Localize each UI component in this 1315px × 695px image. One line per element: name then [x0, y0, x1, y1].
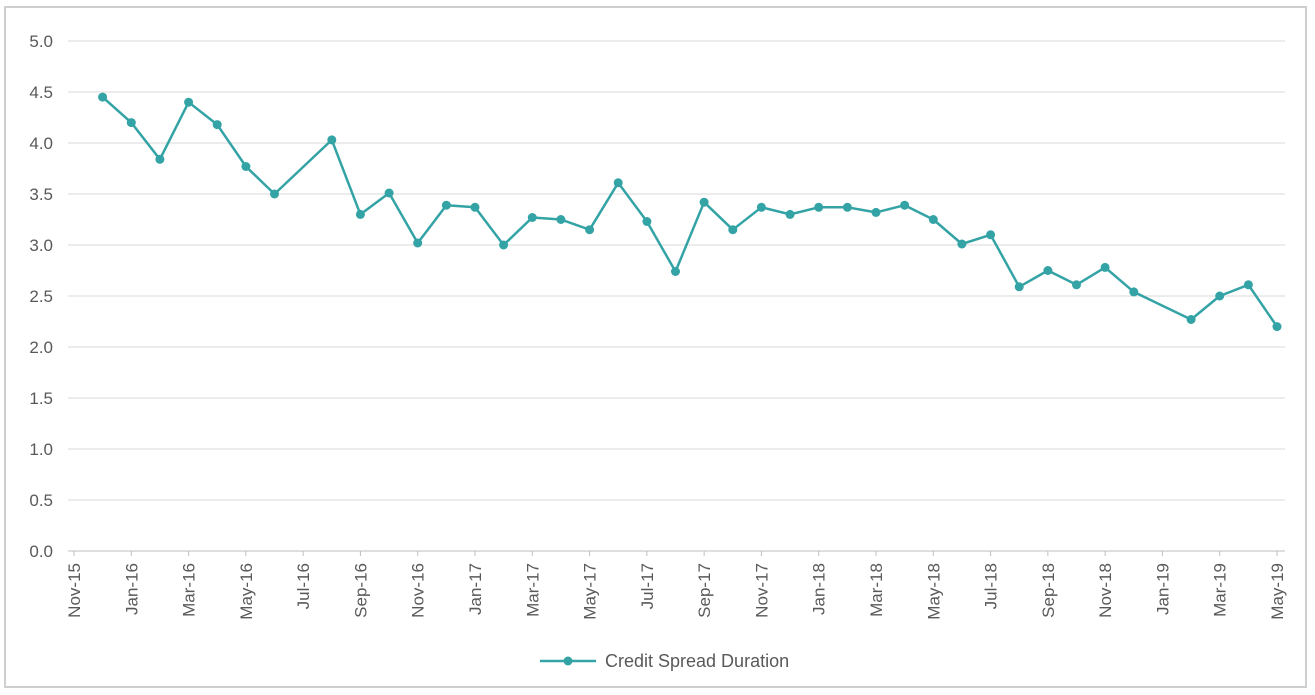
data-point [1215, 291, 1225, 301]
x-tick-label: May-16 [237, 563, 256, 620]
data-point [1272, 322, 1282, 332]
data-point [871, 207, 881, 217]
data-point [671, 267, 680, 276]
x-tick-label: Sep-16 [351, 563, 370, 618]
data-point [327, 135, 337, 145]
y-tick-label: 3.0 [29, 236, 53, 255]
data-point [928, 215, 938, 224]
data-point [1243, 280, 1253, 290]
data-point [900, 200, 910, 210]
data-point [270, 189, 279, 199]
data-point [241, 162, 251, 171]
x-tick-label: Nov-17 [752, 563, 771, 618]
x-tick-label: Mar-18 [867, 563, 886, 617]
data-point [957, 239, 967, 249]
data-point [212, 120, 222, 130]
y-tick-label: 4.0 [29, 134, 53, 153]
data-point [814, 202, 824, 212]
x-tick-label: Jan-18 [810, 563, 829, 615]
legend-label: Credit Spread Duration [605, 651, 789, 671]
y-tick-label: 5.0 [29, 32, 53, 51]
x-tick-label: Jan-17 [466, 563, 485, 615]
data-point [126, 118, 136, 128]
x-tick-label: Mar-16 [180, 563, 199, 617]
legend-marker-swatch [563, 656, 573, 666]
data-point [470, 202, 480, 212]
y-tick-label: 4.5 [29, 83, 53, 102]
data-point [842, 202, 852, 212]
data-point [184, 97, 194, 107]
y-tick-label: 1.0 [29, 440, 53, 459]
x-tick-label: Mar-19 [1211, 563, 1230, 617]
data-point [98, 92, 108, 102]
x-tick-label: Mar-17 [523, 563, 542, 617]
y-tick-label: 1.5 [29, 389, 53, 408]
x-tick-label: Jul-17 [638, 563, 657, 609]
x-tick-label: May-19 [1268, 563, 1287, 620]
x-tick-label: Jan-16 [122, 563, 141, 615]
x-tick-label: Nov-15 [65, 563, 84, 618]
y-tick-label: 3.5 [29, 185, 53, 204]
data-point [155, 154, 165, 164]
x-tick-label: Nov-18 [1096, 563, 1115, 618]
data-point [986, 230, 996, 240]
x-tick-label: Sep-17 [695, 563, 714, 618]
x-tick-label: May-18 [924, 563, 943, 620]
series-line [101, 96, 1279, 328]
y-tick-label: 0.5 [29, 491, 53, 510]
data-point [585, 225, 595, 235]
x-tick-label: Jul-18 [982, 563, 1001, 609]
data-point [699, 197, 709, 207]
x-axis-tick-labels: Nov-15 Jan-16 Mar-16 May-16 Jul-16 Sep-16 Nov-… [65, 551, 1287, 620]
data-point [1186, 315, 1196, 324]
data-point [1043, 266, 1053, 275]
x-tick-label: May-17 [581, 563, 600, 620]
data-point [1100, 262, 1110, 272]
data-point [785, 209, 795, 219]
y-axis-tick-labels: 0.0 0.5 1.0 1.5 2.0 2.5 3.0 3.5 4.0 4.5 5.0 [29, 32, 53, 561]
data-point [613, 178, 623, 188]
data-point [756, 202, 766, 212]
data-point [642, 217, 652, 226]
x-tick-label: Jul-16 [294, 563, 313, 609]
y-tick-label: 0.0 [29, 542, 53, 561]
legend: Credit Spread Duration [540, 651, 789, 671]
data-point [556, 215, 566, 224]
data-point [384, 188, 394, 198]
x-tick-label: Jan-19 [1153, 563, 1172, 615]
data-point [355, 209, 365, 219]
gridlines [68, 40, 1285, 552]
data-point [441, 200, 451, 210]
y-tick-label: 2.5 [29, 287, 53, 306]
data-point [1014, 282, 1024, 292]
data-point [1129, 287, 1139, 297]
data-point [499, 240, 509, 250]
data-point [413, 238, 423, 248]
data-point [728, 225, 738, 235]
plot-area [98, 92, 1282, 332]
x-tick-label: Sep-18 [1039, 563, 1058, 618]
x-tick-label: Nov-16 [409, 563, 428, 618]
y-tick-label: 2.0 [29, 338, 53, 357]
data-point [527, 213, 537, 222]
data-point [1072, 280, 1081, 290]
